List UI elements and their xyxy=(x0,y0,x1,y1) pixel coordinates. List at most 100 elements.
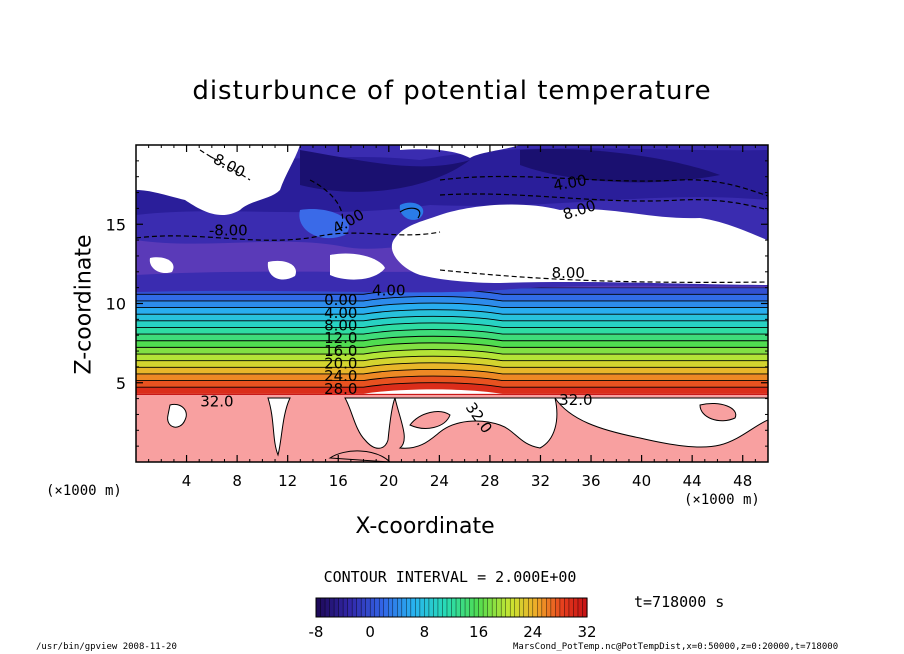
colorbar-cell xyxy=(397,598,403,617)
colorbar-cell xyxy=(523,598,529,617)
contour-band xyxy=(136,382,768,394)
z-axis-unit: (×1000 m) xyxy=(46,483,122,499)
colorbar-cell xyxy=(451,598,457,617)
colorbar-cell xyxy=(433,598,439,617)
colorbar-cell xyxy=(374,598,380,617)
contour-line xyxy=(136,302,768,309)
colorbar-cell xyxy=(582,598,588,617)
x-tick-label: 12 xyxy=(278,472,297,490)
colorbar-cell xyxy=(532,598,538,617)
contour-label: 12.0 xyxy=(324,329,357,347)
upper-disturbance-region xyxy=(136,145,768,293)
colorbar-cell xyxy=(424,598,430,617)
colorbar-cell xyxy=(487,598,493,617)
colorbar-cell xyxy=(555,598,561,617)
contour-band xyxy=(136,309,768,321)
colorbar-cell xyxy=(415,598,421,617)
colorbar-cell xyxy=(469,598,475,617)
colorbar-frame xyxy=(315,597,588,618)
colorbar-cell xyxy=(492,598,498,617)
y-tick-label: 10 xyxy=(106,295,126,314)
colorbar-cell xyxy=(501,598,507,617)
contour-line xyxy=(136,349,768,355)
chart-title: disturbunce of potential temperature xyxy=(192,76,712,106)
contour-label: 32.0 xyxy=(559,391,592,409)
contour-line xyxy=(136,368,768,375)
contour-band xyxy=(136,316,768,328)
colorbar-cell xyxy=(514,598,520,617)
contour-band xyxy=(136,303,768,315)
colorbar-cell xyxy=(564,598,570,617)
contour-label: 32.0 xyxy=(200,393,233,411)
contour-label: 8.00 xyxy=(324,316,357,334)
colorbar-cell xyxy=(338,598,344,617)
colorbar-tick-label: 16 xyxy=(469,623,488,641)
contour-label: 0.00 xyxy=(324,291,357,309)
contour-band xyxy=(136,349,768,361)
colorbar-cell xyxy=(541,598,547,617)
colorbar-cell xyxy=(496,598,502,617)
contour-label: 8.00 xyxy=(552,264,585,282)
contour-band xyxy=(136,369,768,381)
colorbar-cell xyxy=(465,598,471,617)
colorbar-cell xyxy=(406,598,412,617)
x-tick-label: 28 xyxy=(480,472,499,490)
colorbar-cell xyxy=(365,598,371,617)
colorbar: -8 0 8 16 24 32 xyxy=(309,597,597,641)
contour-band xyxy=(136,362,768,374)
colorbar-cell xyxy=(483,598,489,617)
colorbar-cell xyxy=(573,598,579,617)
x-tick-label: 16 xyxy=(329,472,348,490)
contour-line xyxy=(136,329,768,335)
x-tick-label: 24 xyxy=(430,472,449,490)
colorbar-cell xyxy=(401,598,407,617)
contour-line xyxy=(136,315,768,322)
lower-positive-region xyxy=(136,395,768,462)
colorbar-cell xyxy=(361,598,367,617)
x-tick-label: 8 xyxy=(232,472,242,490)
x-tick-label: 20 xyxy=(379,472,398,490)
x-tick-label: 32 xyxy=(531,472,550,490)
x-tick-label: 4 xyxy=(182,472,192,490)
colorbar-cell xyxy=(325,598,331,617)
contour-line xyxy=(136,375,768,382)
contour-band xyxy=(136,376,768,388)
colorbar-cell xyxy=(419,598,425,617)
contour-line xyxy=(136,382,768,388)
colorbar-cell xyxy=(519,598,525,617)
colorbar-cell xyxy=(456,598,462,617)
x-axis-unit: (×1000 m) xyxy=(684,492,760,508)
contour-line xyxy=(136,335,768,342)
colorbar-cell xyxy=(379,598,385,617)
contour-label: 24.0 xyxy=(324,367,357,385)
colorbar-cell xyxy=(316,598,322,617)
y-axis-ticks: 5 10 15 xyxy=(106,144,768,463)
x-tick-label: 36 xyxy=(581,472,600,490)
x-tick-label: 44 xyxy=(683,472,702,490)
colorbar-cell xyxy=(568,598,575,617)
colorbar-cell xyxy=(370,598,376,617)
colorbar-cell xyxy=(388,598,394,617)
colorbar-cell xyxy=(343,598,349,617)
colorbar-cell xyxy=(334,598,340,617)
contour-band xyxy=(136,356,768,368)
contour-label: 16.0 xyxy=(324,342,357,360)
colorbar-cell xyxy=(528,598,534,617)
colorbar-cell xyxy=(505,598,511,617)
colorbar-cell xyxy=(537,598,543,617)
contour-label: 4.00 xyxy=(324,304,357,322)
x-tick-label: 40 xyxy=(632,472,651,490)
contour-label: 4.00 xyxy=(372,282,405,300)
contour-line xyxy=(136,362,768,368)
contour-label: 28.0 xyxy=(324,380,357,398)
colorbar-cell xyxy=(356,598,362,617)
colorbar-cell xyxy=(510,598,516,617)
x-axis-label: X-coordinate xyxy=(355,514,495,539)
colorbar-tick-label: 24 xyxy=(523,623,542,641)
colorbar-cell xyxy=(392,598,398,617)
colorbar-cell xyxy=(347,598,353,617)
colorbar-cell xyxy=(437,598,444,617)
colorbar-cell xyxy=(474,598,480,617)
contour-label: 4.00 xyxy=(552,171,588,195)
